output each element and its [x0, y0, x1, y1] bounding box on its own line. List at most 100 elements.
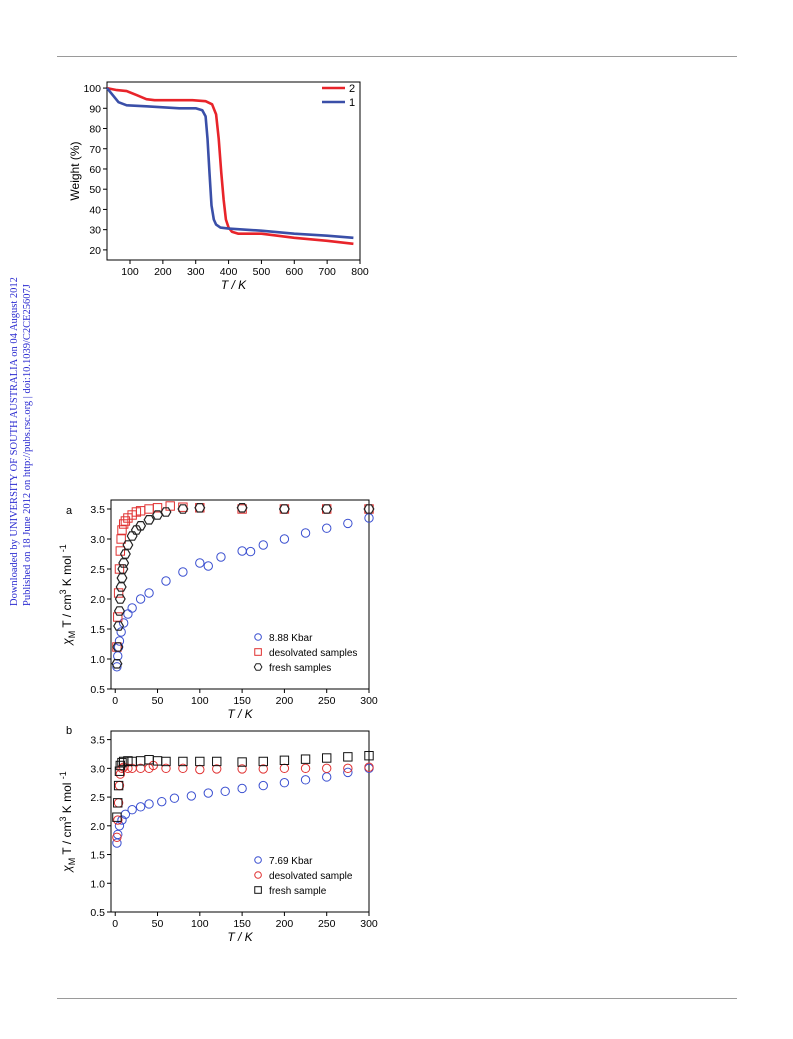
- data-point: [115, 582, 127, 592]
- legend-marker: [254, 871, 262, 879]
- y-tick-label: 1.0: [90, 654, 105, 666]
- data-point: [113, 621, 125, 631]
- x-axis-label: T / K: [221, 278, 247, 292]
- y-tick-label: 2.0: [90, 594, 105, 606]
- data-point: [111, 658, 123, 669]
- y-axis-label: χM T / cm3 K mol -1: [58, 771, 77, 873]
- data-point: [160, 507, 172, 517]
- data-point: [157, 796, 167, 807]
- y-tick-label: 90: [89, 103, 101, 115]
- data-point: [245, 546, 256, 557]
- top-rule: [57, 56, 737, 57]
- legend-marker: [254, 648, 262, 656]
- data-point: [322, 753, 332, 763]
- x-tick-label: 600: [286, 266, 304, 278]
- x-tick-label: 100: [191, 695, 209, 707]
- y-tick-label: 1.0: [90, 878, 105, 890]
- y-tick-label: 60: [89, 164, 101, 176]
- y-axis-label-part: M: [67, 858, 77, 866]
- data-point: [237, 546, 247, 556]
- data-point: [300, 763, 311, 774]
- data-point: [116, 627, 126, 637]
- y-tick-label: 40: [89, 204, 101, 216]
- data-point: [135, 520, 147, 531]
- data-point: [279, 763, 290, 774]
- data-point: [127, 603, 137, 613]
- x-tick-label: 700: [318, 266, 336, 278]
- data-point: [116, 534, 126, 544]
- y-axis-label-part: K mol: [60, 552, 74, 589]
- legend-label: 8.88 Kbar: [269, 633, 313, 644]
- data-point: [117, 763, 127, 774]
- data-point: [258, 540, 268, 550]
- data-point: [117, 525, 127, 535]
- y-axis-label-part: 3: [58, 590, 68, 595]
- x-axis-label: T / K: [227, 707, 253, 721]
- data-point: [117, 564, 129, 574]
- data-point: [195, 764, 205, 775]
- data-point: [161, 756, 171, 767]
- data-point: [113, 651, 123, 661]
- x-tick-label: 0: [112, 918, 118, 930]
- plot-frame: [110, 730, 370, 913]
- data-point: [112, 832, 122, 843]
- data-point: [161, 576, 171, 586]
- x-tick-label: 50: [152, 918, 164, 930]
- y-axis-label: Weight (%): [68, 141, 82, 200]
- y-tick-label: 3.0: [90, 534, 105, 546]
- data-point: [165, 501, 175, 511]
- data-point: [300, 754, 311, 764]
- x-tick-label: 50: [152, 695, 164, 707]
- data-point: [113, 815, 123, 825]
- data-point: [113, 606, 125, 616]
- y-tick-label: 3.0: [90, 763, 105, 775]
- x-tick-label: 200: [276, 918, 294, 930]
- y-tick-label: 0.5: [90, 684, 105, 696]
- x-tick-label: 200: [154, 266, 172, 278]
- y-tick-label: 0.5: [90, 907, 105, 919]
- legend-label: 7.69 Kbar: [269, 856, 313, 867]
- plot-frame: [110, 499, 370, 690]
- data-point: [258, 756, 268, 767]
- legend-label: fresh sample: [269, 886, 327, 897]
- bottom-rule: [57, 998, 737, 999]
- data-point: [114, 594, 126, 604]
- x-tick-label: 150: [233, 695, 251, 707]
- data-point: [113, 780, 124, 791]
- x-tick-label: 200: [276, 695, 294, 707]
- y-tick-label: 2.5: [90, 792, 105, 804]
- data-point: [195, 558, 205, 568]
- y-axis-label-part: T / cm: [60, 822, 74, 858]
- x-tick-label: 300: [360, 695, 378, 707]
- y-axis-label-part: M: [67, 631, 77, 639]
- legend-marker: [253, 663, 263, 671]
- x-tick-label: 100: [121, 266, 139, 278]
- y-tick-label: 20: [89, 245, 101, 257]
- data-point: [322, 763, 332, 774]
- series-line-2: [106, 86, 354, 246]
- data-point: [112, 642, 124, 652]
- data-point: [130, 525, 142, 535]
- y-tick-label: 1.5: [90, 850, 105, 862]
- data-point: [169, 793, 180, 803]
- x-axis-label: T / K: [227, 930, 253, 944]
- data-point: [363, 504, 375, 514]
- data-point: [177, 504, 189, 514]
- data-point: [120, 516, 131, 526]
- data-point: [195, 756, 205, 767]
- y-tick-label: 50: [89, 184, 101, 196]
- y-axis-label-part: 3: [58, 817, 68, 822]
- plot-frame: [106, 81, 361, 261]
- data-point: [203, 561, 213, 571]
- legend-label: 1: [349, 97, 355, 109]
- x-tick-label: 100: [191, 918, 209, 930]
- y-axis-label-part: T / cm: [60, 595, 74, 631]
- data-point: [212, 764, 222, 774]
- y-tick-label: 3.5: [90, 735, 105, 747]
- data-point: [203, 788, 213, 798]
- x-tick-label: 0: [112, 695, 118, 707]
- x-tick-label: 500: [253, 266, 271, 278]
- data-point: [279, 755, 290, 766]
- series-8.88-Kbar: [112, 513, 374, 672]
